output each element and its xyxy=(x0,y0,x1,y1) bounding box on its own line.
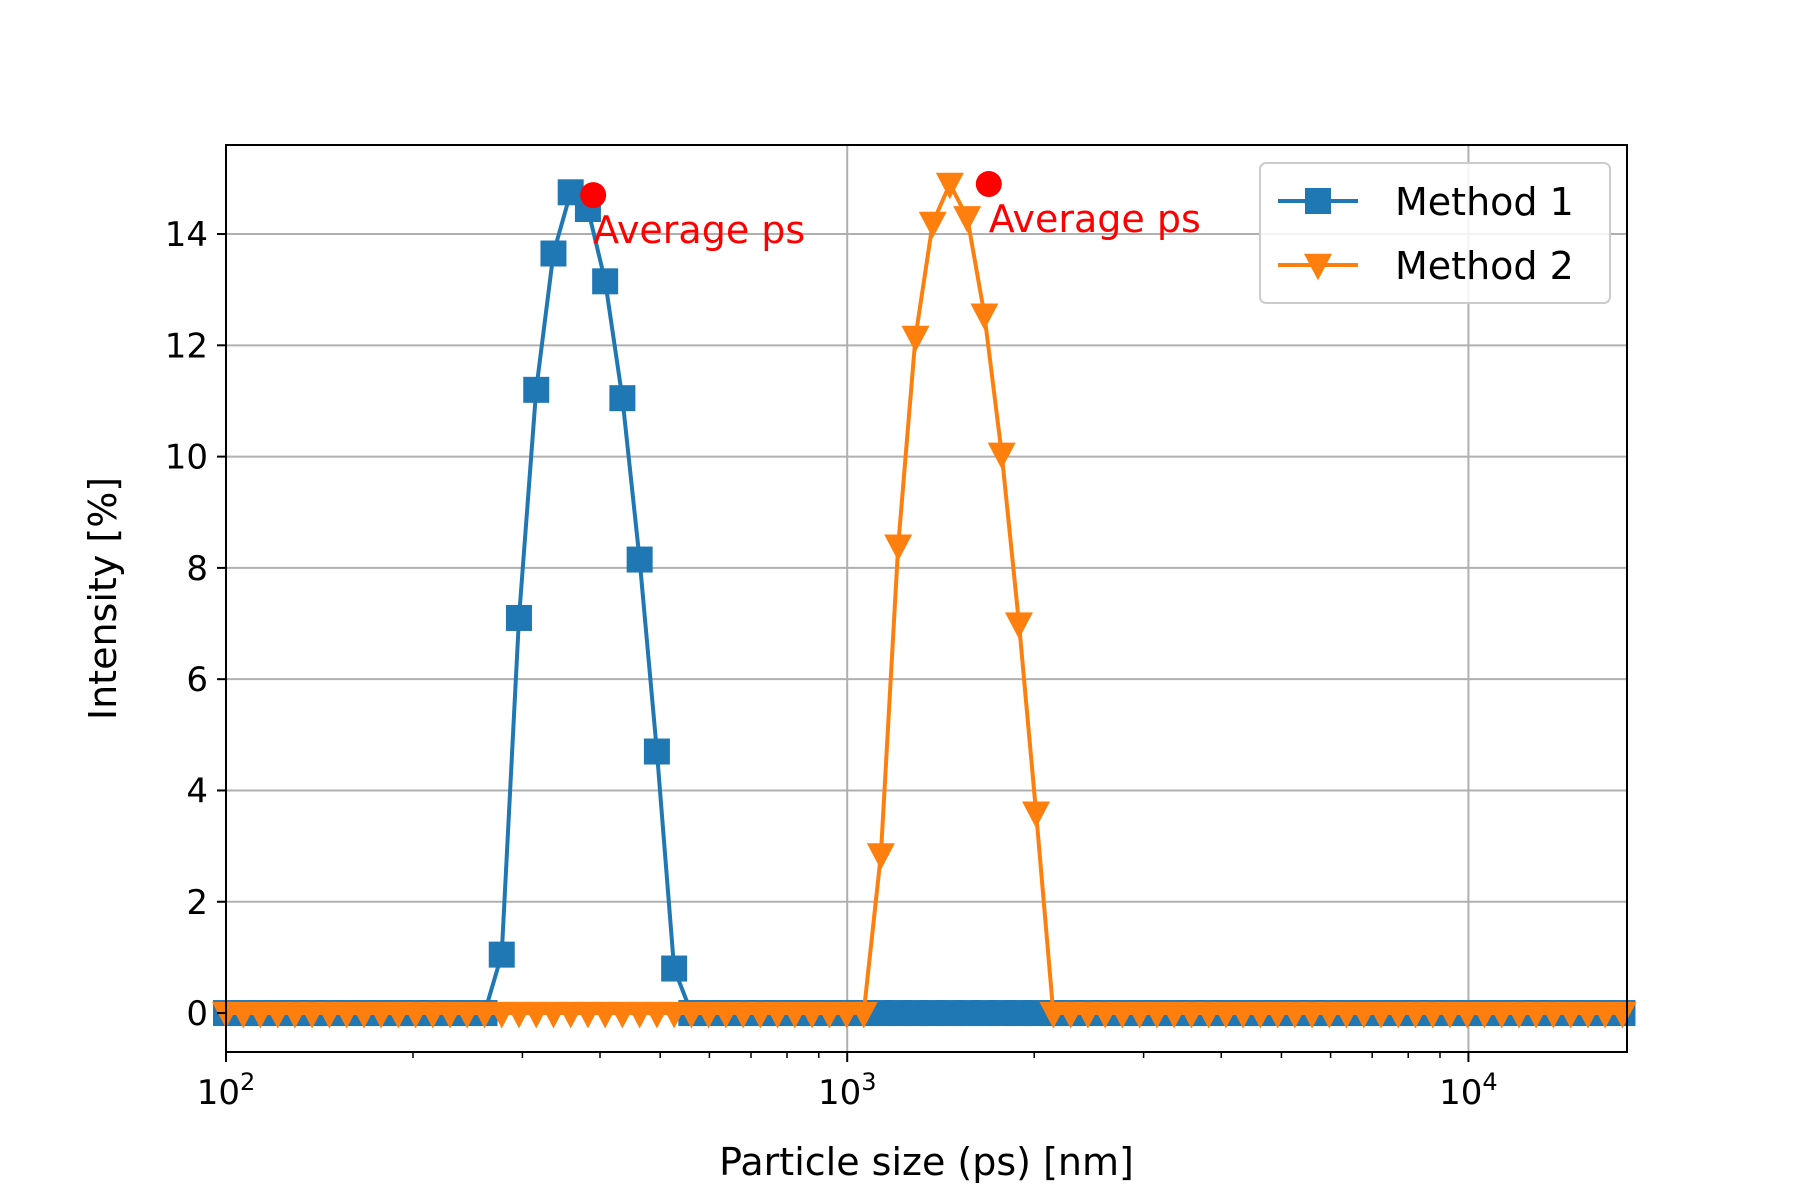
y-tick-label: 2 xyxy=(186,883,208,923)
y-axis-label: Intensity [%] xyxy=(81,477,125,720)
average-ps-label: Average ps xyxy=(593,208,805,252)
y-tick-label: 12 xyxy=(165,326,208,366)
y-tick-label: 6 xyxy=(186,660,208,700)
legend-box xyxy=(1259,162,1611,304)
y-tick-label: 14 xyxy=(165,215,208,255)
y-tick-label: 0 xyxy=(186,994,208,1034)
x-axis-label: Particle size (ps) [nm] xyxy=(719,1140,1134,1184)
y-tick-label: 10 xyxy=(165,438,208,478)
data-point xyxy=(849,1001,878,1029)
legend-marker xyxy=(1304,253,1332,281)
data-point xyxy=(953,206,982,233)
series-1 xyxy=(213,179,1636,1027)
data-point xyxy=(626,546,653,573)
legend-label: Method 1 xyxy=(1395,180,1574,224)
legend-marker xyxy=(1305,188,1331,214)
x-tick-label: 104 xyxy=(1439,1068,1498,1113)
data-point xyxy=(1608,1001,1637,1029)
data-point xyxy=(901,325,930,353)
x-tick-label: 103 xyxy=(818,1068,877,1113)
average-point-marker xyxy=(580,182,607,209)
series-layer xyxy=(212,172,1637,1029)
series-line xyxy=(226,182,1623,1015)
plot-frame xyxy=(225,144,1628,1053)
y-tick-label: 4 xyxy=(186,771,208,811)
data-point xyxy=(918,211,947,239)
ticks: 0 2 4 6 8 10 12 14 102 103 104 xyxy=(165,215,1498,1113)
data-point xyxy=(661,955,688,982)
average-point-marker xyxy=(975,170,1002,197)
data-point xyxy=(523,376,550,403)
series-2 xyxy=(212,172,1637,1029)
legend: Method 1 Method 2 xyxy=(1259,162,1611,304)
x-tick-label: 102 xyxy=(197,1068,256,1113)
legend-label: Method 2 xyxy=(1395,244,1574,288)
data-point xyxy=(540,240,567,267)
data-point xyxy=(505,604,532,631)
data-point xyxy=(609,385,636,412)
data-point xyxy=(935,172,964,200)
data-point xyxy=(970,303,999,331)
data-point xyxy=(884,534,913,562)
annotations: Average ps Average ps xyxy=(580,170,1201,252)
series-line xyxy=(226,190,1623,1015)
data-point xyxy=(488,941,515,968)
data-point xyxy=(987,442,1016,470)
average-ps-label: Average ps xyxy=(989,197,1201,241)
data-point xyxy=(592,268,619,295)
data-point xyxy=(1022,801,1051,829)
y-tick-label: 8 xyxy=(186,549,208,589)
data-point xyxy=(643,738,670,765)
data-point xyxy=(866,843,895,870)
data-point xyxy=(1004,612,1033,639)
